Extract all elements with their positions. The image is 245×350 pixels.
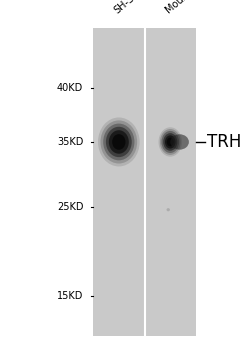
Text: 25KD: 25KD xyxy=(57,202,83,212)
Ellipse shape xyxy=(159,127,182,157)
Text: SH-SY5Y: SH-SY5Y xyxy=(112,0,150,16)
Ellipse shape xyxy=(103,124,135,160)
Text: 15KD: 15KD xyxy=(57,291,83,301)
Ellipse shape xyxy=(112,134,125,150)
Bar xyxy=(93,28,196,336)
Ellipse shape xyxy=(170,134,189,150)
Ellipse shape xyxy=(165,135,176,148)
Text: Mouse brain: Mouse brain xyxy=(164,0,216,16)
Ellipse shape xyxy=(109,130,129,154)
Ellipse shape xyxy=(100,120,137,163)
Ellipse shape xyxy=(167,208,170,211)
Ellipse shape xyxy=(161,131,179,153)
Ellipse shape xyxy=(163,133,177,151)
Text: TRH: TRH xyxy=(207,133,241,151)
Text: 35KD: 35KD xyxy=(57,137,83,147)
Ellipse shape xyxy=(98,118,140,167)
Text: 40KD: 40KD xyxy=(57,83,83,93)
Ellipse shape xyxy=(160,129,181,155)
Ellipse shape xyxy=(106,127,132,157)
Ellipse shape xyxy=(167,138,174,146)
